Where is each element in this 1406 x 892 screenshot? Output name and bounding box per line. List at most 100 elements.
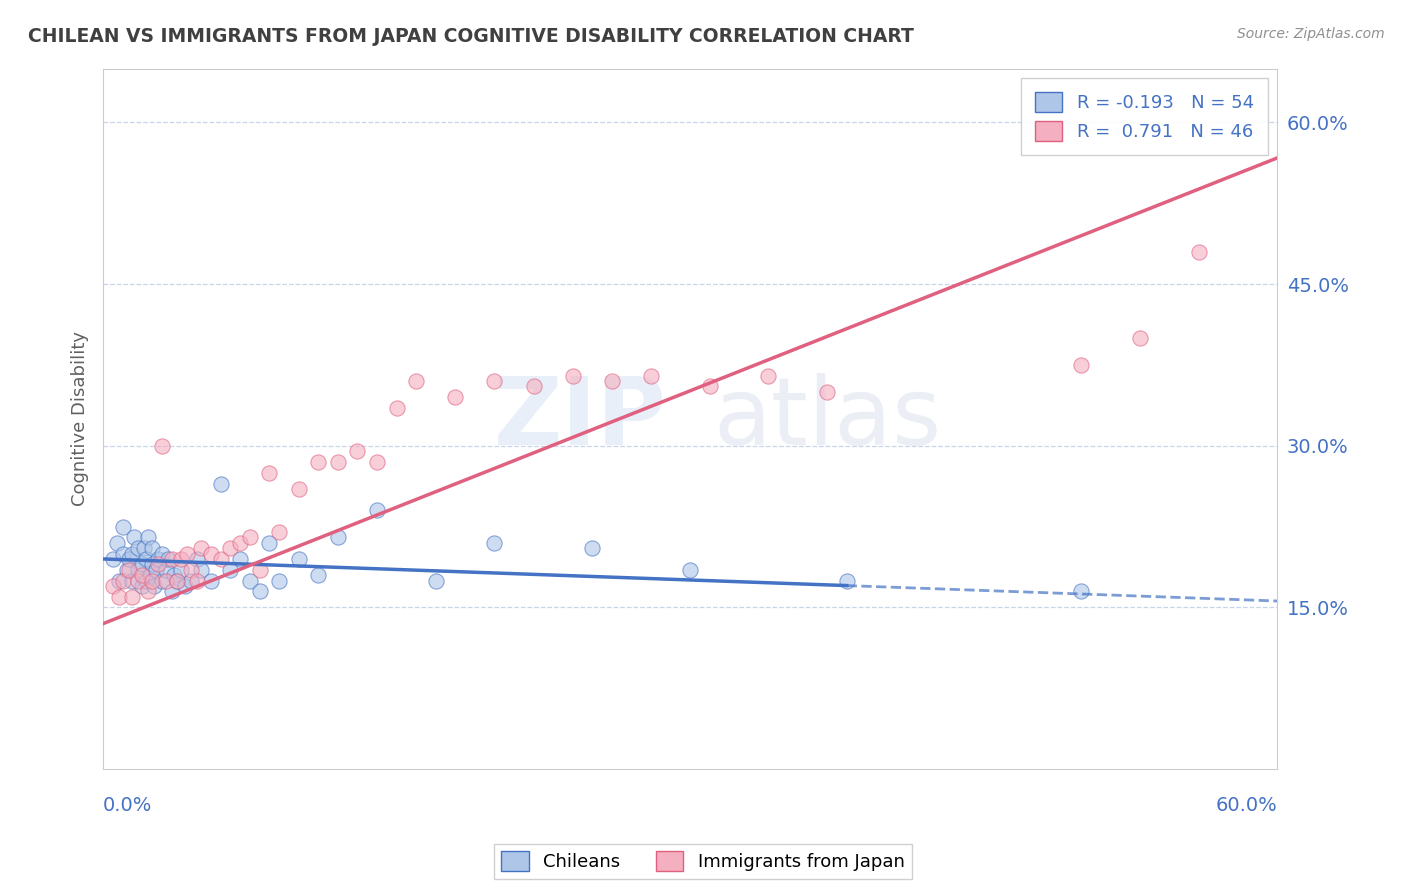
Point (174, 579, 197, 593)
Point (166, 574, 188, 588)
Text: 60.0%: 60.0% (1215, 796, 1277, 815)
Point (219, 563, 242, 577)
Point (150, 439, 173, 453)
Point (146, 558, 169, 572)
Point (815, 384, 838, 399)
Point (186, 574, 208, 588)
Point (176, 547, 198, 561)
Point (209, 552, 232, 566)
Point (259, 536, 281, 550)
Text: ZIP: ZIP (494, 373, 666, 465)
Point (484, 374, 506, 388)
Point (127, 541, 149, 556)
Point (111, 519, 134, 533)
Point (190, 541, 212, 556)
Point (121, 574, 143, 588)
Point (117, 552, 139, 566)
Point (150, 574, 173, 588)
Point (269, 524, 291, 539)
Point (249, 563, 271, 577)
Point (131, 558, 153, 572)
Point (131, 579, 153, 593)
Point (150, 547, 173, 561)
Point (1070, 358, 1092, 372)
Point (121, 547, 143, 561)
Point (561, 368, 583, 383)
Text: 0.0%: 0.0% (103, 796, 152, 815)
Point (124, 530, 146, 544)
Point (101, 552, 124, 566)
Point (229, 552, 252, 566)
Point (239, 530, 262, 544)
Point (170, 552, 193, 566)
Point (269, 574, 291, 588)
Point (107, 590, 129, 604)
Point (405, 374, 427, 388)
Point (1070, 584, 1092, 599)
Point (756, 368, 779, 383)
Point (155, 574, 177, 588)
Point (134, 541, 156, 556)
Point (143, 579, 166, 593)
Point (127, 574, 149, 588)
Point (190, 563, 212, 577)
Point (166, 574, 188, 588)
Point (366, 503, 388, 517)
Point (209, 476, 232, 491)
Point (307, 568, 329, 582)
Point (186, 552, 208, 566)
Point (249, 584, 271, 599)
Point (145, 563, 167, 577)
Point (160, 552, 183, 566)
Text: CHILEAN VS IMMIGRANTS FROM JAPAN COGNITIVE DISABILITY CORRELATION CHART: CHILEAN VS IMMIGRANTS FROM JAPAN COGNITI… (28, 27, 914, 45)
Point (259, 466, 281, 480)
Point (600, 374, 623, 388)
Point (326, 455, 349, 469)
Point (229, 536, 252, 550)
Point (180, 563, 202, 577)
Point (679, 563, 702, 577)
Point (135, 574, 157, 588)
Point (180, 574, 202, 588)
Point (121, 590, 143, 604)
Point (162, 568, 184, 582)
Point (200, 547, 222, 561)
Point (581, 541, 603, 556)
Point (239, 574, 262, 588)
Point (155, 563, 177, 577)
Text: atlas: atlas (714, 373, 942, 465)
Point (288, 552, 311, 566)
Point (484, 536, 506, 550)
Point (366, 455, 388, 469)
Point (107, 574, 129, 588)
Point (523, 379, 546, 393)
Text: Source: ZipAtlas.com: Source: ZipAtlas.com (1237, 27, 1385, 41)
Point (160, 584, 183, 599)
Point (111, 547, 134, 561)
Point (136, 584, 159, 599)
Point (219, 541, 242, 556)
Point (444, 390, 467, 404)
Point (288, 482, 311, 496)
Point (136, 530, 159, 544)
Point (115, 563, 138, 577)
Point (141, 541, 163, 556)
Point (146, 552, 169, 566)
Point (346, 444, 368, 458)
Point (699, 379, 721, 393)
Point (141, 574, 163, 588)
Point (170, 563, 193, 577)
Point (835, 574, 858, 588)
Legend: Chileans, Immigrants from Japan: Chileans, Immigrants from Japan (494, 844, 912, 879)
Point (105, 536, 128, 550)
Point (156, 552, 179, 566)
Point (1188, 244, 1211, 259)
Point (425, 574, 447, 588)
Point (326, 530, 349, 544)
Point (111, 574, 134, 588)
Point (127, 563, 149, 577)
Y-axis label: Cognitive Disability: Cognitive Disability (72, 331, 89, 507)
Point (131, 568, 153, 582)
Point (307, 455, 329, 469)
Point (640, 368, 662, 383)
